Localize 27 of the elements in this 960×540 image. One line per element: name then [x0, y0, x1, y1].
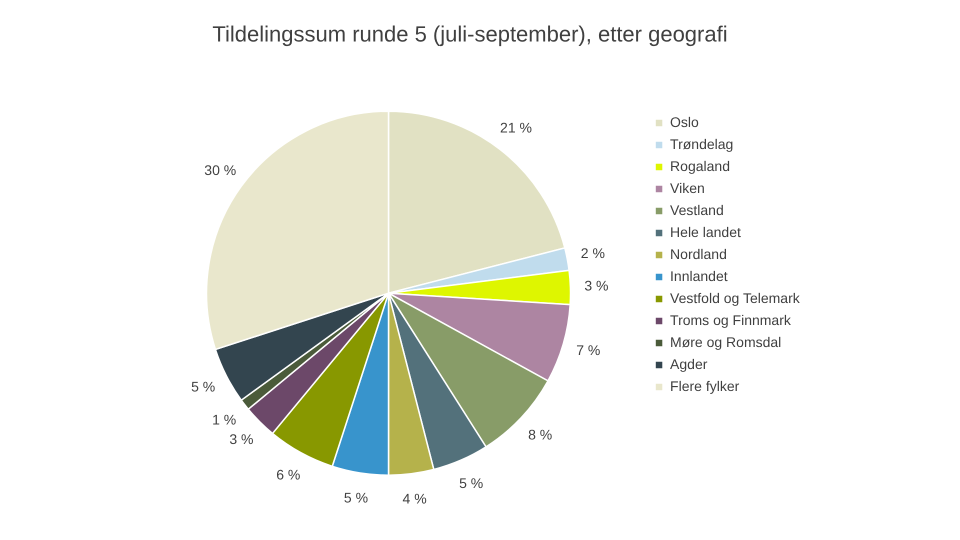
legend-label: Hele landet	[670, 224, 741, 240]
legend-label: Møre og Romsdal	[670, 334, 782, 350]
data-label: 7 %	[576, 342, 600, 358]
legend-label: Innlandet	[670, 268, 728, 284]
data-label: 3 %	[584, 278, 608, 294]
data-label: 5 %	[344, 490, 368, 506]
chart-title: Tildelingssum runde 5 (juli-september), etter geografi	[212, 21, 728, 46]
legend-label: Nordland	[670, 246, 727, 262]
legend-label: Agder	[670, 356, 708, 372]
data-label: 8 %	[528, 426, 552, 442]
legend-label: Viken	[670, 180, 705, 196]
data-label: 5 %	[459, 474, 484, 491]
legend-label: Trøndelag	[670, 136, 734, 152]
legend-label: Troms og Finnmark	[670, 312, 792, 328]
data-label: 5 %	[191, 378, 216, 394]
legend-label: Vestland	[670, 202, 724, 218]
legend-label: Rogaland	[670, 158, 730, 174]
legend-label: Vestfold og Telemark	[670, 290, 801, 306]
data-label: 1 %	[212, 412, 236, 428]
data-label: 2 %	[580, 245, 605, 262]
data-label: 4 %	[402, 490, 427, 506]
data-label: 3 %	[229, 431, 254, 448]
data-label: 30 %	[204, 162, 236, 178]
legend-label: Flere fylker	[670, 378, 740, 394]
data-label: 6 %	[276, 466, 300, 482]
legend-label: Oslo	[670, 114, 700, 130]
data-label: 21 %	[500, 120, 532, 136]
